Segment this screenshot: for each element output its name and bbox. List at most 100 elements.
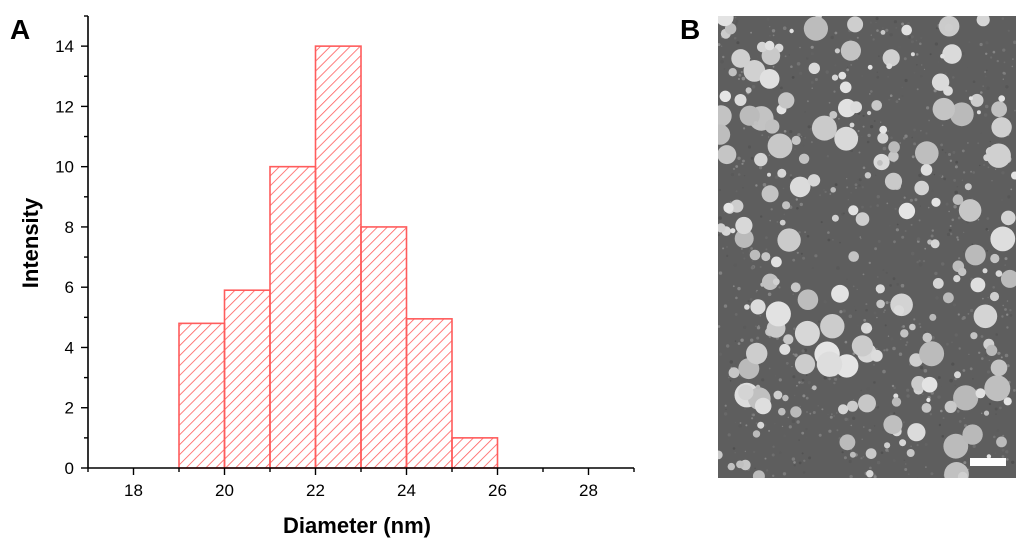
nanoparticle xyxy=(789,176,811,198)
nanoparticle xyxy=(735,216,753,235)
nanoparticle xyxy=(1011,171,1016,180)
nanoparticle xyxy=(931,197,941,207)
nanoparticle xyxy=(1000,269,1016,288)
y-tick-label: 2 xyxy=(65,399,74,418)
histogram-bar xyxy=(405,318,453,469)
nanoparticle xyxy=(761,46,781,66)
nanoparticle xyxy=(838,71,847,80)
nanoparticle xyxy=(718,145,737,165)
y-tick-label: 0 xyxy=(65,459,74,478)
x-tick-label: 24 xyxy=(397,481,416,500)
nanoparticle xyxy=(883,415,903,435)
nanoparticle xyxy=(724,23,737,35)
nanoparticle xyxy=(750,299,766,315)
nanoparticle xyxy=(811,385,817,391)
nanoparticle xyxy=(848,205,859,216)
nanoparticle xyxy=(778,92,795,109)
nanoparticle xyxy=(888,151,899,162)
nanoparticle xyxy=(849,122,855,128)
nanoparticle xyxy=(983,154,991,162)
tem-micrograph-image xyxy=(718,16,1016,478)
y-tick-label: 10 xyxy=(55,158,74,177)
nanoparticle xyxy=(901,24,912,36)
nanoparticle xyxy=(907,423,926,442)
nanoparticle xyxy=(718,223,726,233)
nanoparticle xyxy=(964,183,972,191)
nanoparticle xyxy=(949,102,974,127)
nanoparticle xyxy=(831,284,849,303)
nanoparticle xyxy=(730,228,736,234)
nanoparticle xyxy=(773,390,783,400)
nanoparticle xyxy=(855,212,870,226)
nanoparticle xyxy=(929,313,937,321)
nanoparticle xyxy=(834,126,859,151)
nanoparticle xyxy=(876,299,885,309)
nanoparticle xyxy=(996,436,1007,448)
nanoparticle xyxy=(850,101,862,114)
nanoparticle xyxy=(777,168,787,178)
nanoparticle xyxy=(953,275,961,283)
nanoparticle xyxy=(848,251,859,262)
nanoparticle xyxy=(962,424,983,445)
y-tick-label: 6 xyxy=(65,278,74,297)
nanoparticle xyxy=(875,284,885,294)
nanoparticle xyxy=(909,323,916,331)
nanoparticle xyxy=(984,375,1011,402)
nanoparticle xyxy=(891,397,902,407)
nanoparticle xyxy=(753,121,759,126)
nanoparticle xyxy=(920,164,933,176)
nanoparticle xyxy=(723,202,734,213)
nanoparticle xyxy=(858,394,876,413)
nanoparticle xyxy=(921,403,932,413)
nanoparticle xyxy=(965,244,986,266)
nanoparticle xyxy=(807,174,821,187)
nanoparticle xyxy=(995,270,1003,277)
nanoparticle xyxy=(879,125,888,134)
nanoparticle xyxy=(761,273,779,290)
nanoparticle xyxy=(811,115,837,141)
nanoparticle xyxy=(761,252,771,262)
nanoparticle xyxy=(932,97,955,121)
nanoparticle xyxy=(849,451,856,458)
nanoparticle xyxy=(765,119,780,134)
x-tick-label: 22 xyxy=(306,481,325,500)
nanoparticle xyxy=(757,421,765,429)
nanoparticle-field xyxy=(718,16,1016,478)
nanoparticle xyxy=(851,335,873,357)
nanoparticle xyxy=(877,132,889,144)
nanoparticle xyxy=(839,434,856,451)
nanoparticle xyxy=(728,68,737,77)
x-tick-label: 26 xyxy=(488,481,507,500)
nanoparticle xyxy=(900,329,909,338)
nanoparticle xyxy=(783,334,794,345)
nanoparticle xyxy=(943,292,954,304)
panel-label-a: A xyxy=(10,14,31,45)
nanoparticle xyxy=(954,371,961,379)
x-tick-label: 20 xyxy=(215,481,234,500)
nanoparticle xyxy=(746,342,768,365)
nanoparticle xyxy=(944,23,954,32)
nanoparticle xyxy=(899,439,907,447)
nanoparticle xyxy=(782,394,789,402)
nanoparticle xyxy=(759,69,780,89)
y-tick-label: 4 xyxy=(65,338,74,357)
nanoparticle xyxy=(739,105,760,126)
nanoparticle xyxy=(943,433,969,459)
nanoparticle xyxy=(990,253,1000,264)
nanoparticle xyxy=(990,226,1016,252)
nanoparticle xyxy=(838,404,849,415)
nanoparticle xyxy=(847,16,864,33)
histogram-bar xyxy=(269,165,317,469)
nanoparticle xyxy=(743,60,766,82)
nanoparticle xyxy=(779,219,786,226)
nanoparticle xyxy=(797,289,819,311)
nanoparticle xyxy=(943,86,953,96)
nanoparticle xyxy=(736,460,744,469)
nanoparticle xyxy=(898,202,916,220)
histogram-bar xyxy=(360,226,408,469)
nanoparticle xyxy=(871,100,882,111)
nanoparticle xyxy=(760,282,765,287)
histogram-bar xyxy=(314,45,362,469)
